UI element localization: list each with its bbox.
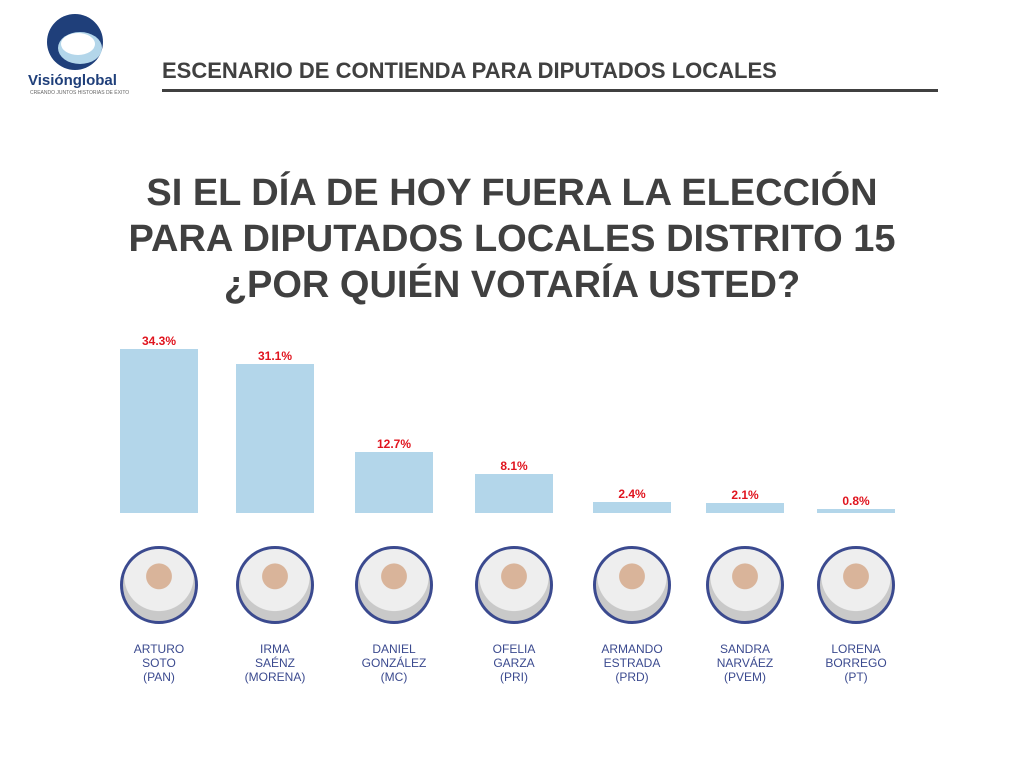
bar — [120, 349, 198, 513]
candidate-photo — [355, 546, 433, 624]
candidate-photo — [817, 546, 895, 624]
value-label: 0.8% — [842, 494, 870, 509]
bar — [236, 364, 314, 513]
header: ESCENARIO DE CONTIENDA PARA DIPUTADOS LO… — [162, 58, 777, 83]
bar — [706, 502, 784, 513]
x-tick-label: LORENA BORREGO (PT) — [825, 642, 887, 684]
bar — [475, 474, 553, 513]
value-label: 2.4% — [618, 486, 646, 501]
x-tick-label: ARTURO SOTO (PAN) — [133, 642, 185, 684]
value-label: 34.3% — [141, 334, 177, 349]
value-label: 12.7% — [376, 437, 412, 452]
x-tick-label: DANIEL GONZÁLEZ (MC) — [361, 642, 427, 684]
bar — [817, 509, 895, 513]
candidate-photo — [120, 546, 198, 624]
candidate-photo — [475, 546, 553, 624]
x-tick-label: IRMA SAÉNZ (MORENA) — [244, 642, 306, 684]
bar — [593, 501, 671, 513]
chart-title: SI EL DÍA DE HOY FUERA LA ELECCIÓN PARA … — [128, 172, 896, 306]
logo-tagline: CREANDO JUNTOS HISTORIAS DE ÉXITO — [30, 90, 130, 96]
value-label: 31.1% — [257, 349, 293, 364]
x-tick-label: OFELIA GARZA (PRI) — [492, 642, 536, 684]
candidate-photo — [706, 546, 784, 624]
logo-name: Visiónglobal — [28, 72, 117, 89]
value-label: 2.1% — [731, 487, 759, 502]
x-tick-label: ARMANDO ESTRADA (PRD) — [601, 642, 663, 684]
candidate-photo — [593, 546, 671, 624]
bar — [355, 452, 433, 513]
header-rule — [162, 89, 938, 92]
candidate-photo — [236, 546, 314, 624]
x-tick-label: SANDRA NARVÁEZ (PVEM) — [716, 642, 774, 684]
logo-mark — [47, 14, 103, 70]
value-label: 8.1% — [500, 459, 528, 474]
